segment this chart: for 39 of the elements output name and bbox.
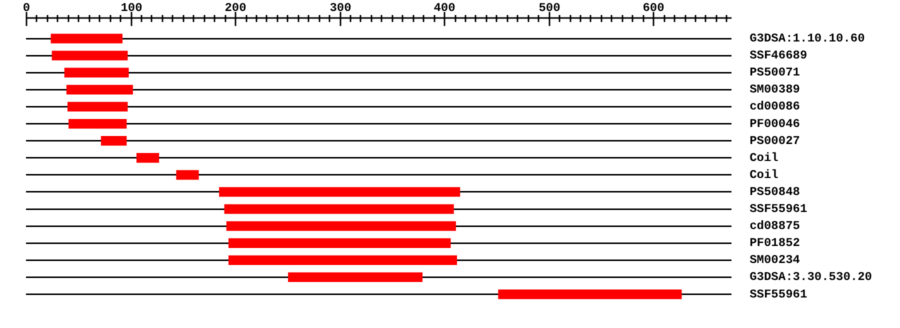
bar (498, 289, 682, 300)
x-tick-label: 300 (330, 1, 352, 15)
bar (64, 68, 129, 78)
bar (224, 204, 454, 214)
x-tick-label: 100 (120, 1, 142, 15)
y-tick-label: PS00027 (750, 134, 800, 148)
y-tick-label: SSF55961 (750, 202, 808, 216)
y-tick-label: PF01852 (750, 236, 800, 250)
y-tick-label: SM00234 (750, 253, 800, 268)
bar (228, 238, 451, 248)
bar (288, 272, 422, 282)
y-tick-label: PF00046 (750, 116, 800, 131)
x-tick-label: 500 (538, 1, 560, 15)
y-tick-label: G3DSA:3.30.530.20 (750, 270, 872, 284)
x-tick-label: 0 (22, 1, 30, 15)
bar (68, 118, 127, 129)
bar (50, 34, 122, 44)
bar (52, 50, 128, 60)
bar (136, 153, 160, 163)
x-tick-label: 400 (434, 1, 456, 15)
bar (228, 255, 457, 266)
bar (67, 102, 128, 112)
y-tick-label: SSF55961 (750, 287, 808, 302)
y-tick-label: SSF46689 (750, 48, 808, 63)
y-tick-label: cd00086 (750, 100, 800, 114)
y-tick-label: Coil (750, 150, 778, 165)
bar (100, 136, 127, 146)
bar (176, 170, 199, 180)
bar (66, 84, 133, 95)
y-tick-label: PS50071 (750, 66, 800, 80)
bar (219, 187, 460, 197)
y-tick-label: cd08875 (750, 219, 800, 234)
y-tick-label: SM00389 (750, 82, 800, 97)
y-tick-label: Coil (750, 168, 778, 182)
x-tick-label: 200 (224, 1, 246, 15)
y-tick-label: PS50848 (750, 184, 800, 199)
y-tick-label: G3DSA:1.10.10.60 (750, 32, 865, 46)
bar (226, 221, 456, 231)
x-tick-label: 600 (642, 1, 664, 15)
